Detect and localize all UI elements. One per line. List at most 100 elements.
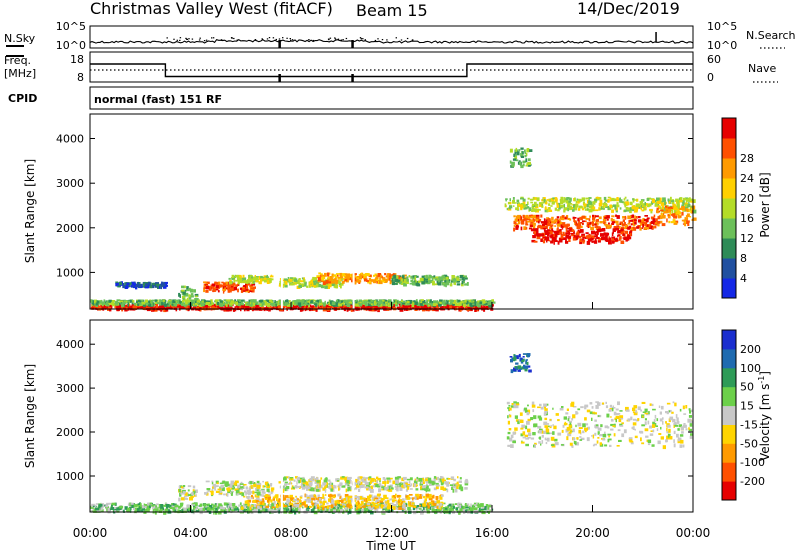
heatmap-cell xyxy=(551,233,556,237)
heatmap-cell xyxy=(628,219,631,224)
heatmap-cell xyxy=(530,201,534,204)
heatmap-cell xyxy=(347,511,349,515)
heatmap-cell xyxy=(623,198,626,201)
heatmap-cell xyxy=(522,218,524,222)
heatmap-cell xyxy=(372,305,375,309)
heatmap-cell xyxy=(378,505,382,509)
colorbar-swatch xyxy=(722,158,736,179)
heatmap-cell xyxy=(401,301,405,304)
noise-search-point xyxy=(254,39,257,41)
heatmap-cell xyxy=(315,505,317,509)
heatmap-cell xyxy=(566,215,569,218)
heatmap-cell xyxy=(279,280,281,285)
heatmap-cell xyxy=(190,509,194,512)
heatmap-cell xyxy=(234,306,237,309)
colorbar-swatch xyxy=(722,198,736,219)
heatmap-cell xyxy=(115,282,119,287)
heatmap-cell xyxy=(535,218,539,221)
heatmap-cell xyxy=(428,280,432,284)
heatmap-cell xyxy=(391,509,394,512)
heatmap-cell xyxy=(598,226,601,230)
noise-search-point xyxy=(334,38,337,40)
heatmap-cell xyxy=(194,502,198,507)
heatmap-cell xyxy=(391,281,395,286)
heatmap-cell xyxy=(196,506,198,510)
heatmap-cell xyxy=(213,510,215,515)
heatmap-cell xyxy=(408,507,411,510)
heatmap-cell xyxy=(234,275,238,278)
noise-search-point xyxy=(289,38,291,40)
heatmap-cell xyxy=(559,221,562,224)
heatmap-cell xyxy=(368,509,370,513)
heatmap-cell xyxy=(329,496,332,499)
heatmap-cell xyxy=(95,503,99,505)
heatmap-cell xyxy=(335,299,338,303)
heatmap-cell xyxy=(298,504,302,508)
heatmap-cell xyxy=(308,303,310,308)
heatmap-cell xyxy=(401,509,406,512)
beam-label: Beam 15 xyxy=(356,1,428,20)
heatmap-cell xyxy=(118,282,123,286)
heatmap-cell xyxy=(315,497,318,500)
heatmap-cell xyxy=(648,224,652,228)
heatmap-cell xyxy=(631,214,635,218)
heatmap-cell xyxy=(324,272,327,277)
heatmap-cell xyxy=(599,199,603,204)
heatmap-cell xyxy=(389,498,393,501)
heatmap-cell xyxy=(549,231,553,235)
heatmap-cell xyxy=(416,302,421,307)
heatmap-cell xyxy=(231,508,235,511)
heatmap-cell xyxy=(297,302,302,306)
heatmap-cell xyxy=(134,306,138,310)
heatmap-cell xyxy=(297,498,299,502)
heatmap-cell xyxy=(124,306,128,310)
heatmap-cell xyxy=(208,505,213,509)
heatmap-cell xyxy=(588,224,591,228)
heatmap-cell xyxy=(300,303,305,306)
heatmap-cell xyxy=(483,307,487,310)
heatmap-cell xyxy=(295,495,297,498)
heatmap-cell xyxy=(575,236,578,241)
heatmap-cell xyxy=(363,277,367,280)
heatmap-cell xyxy=(559,218,561,222)
heatmap-cell xyxy=(563,209,566,213)
heatmap-cell xyxy=(425,280,428,283)
heatmap-cell xyxy=(292,277,297,281)
heatmap-cell xyxy=(534,201,537,206)
heatmap-cell xyxy=(387,307,392,309)
heatmap-cell xyxy=(364,303,368,307)
heatmap-cell xyxy=(384,273,387,276)
heatmap-cell xyxy=(512,202,517,204)
heatmap-cell xyxy=(457,299,461,302)
heatmap-cell xyxy=(151,303,153,307)
heatmap-cell xyxy=(686,213,690,218)
heatmap-cell xyxy=(568,204,571,207)
heatmap-cell xyxy=(355,301,358,304)
heatmap-cell xyxy=(308,308,312,312)
heatmap-cell xyxy=(153,307,158,312)
heatmap-cell xyxy=(632,199,635,203)
heatmap-cell xyxy=(436,508,440,512)
heatmap-cell xyxy=(479,301,482,305)
heatmap-cell xyxy=(111,300,116,302)
heatmap-cell xyxy=(675,198,679,202)
heatmap-cell xyxy=(459,300,463,304)
heatmap-cell xyxy=(146,300,150,305)
heatmap-cell xyxy=(321,285,325,289)
noise-trace xyxy=(89,32,694,48)
heatmap-cell xyxy=(446,279,449,283)
heatmap-cell xyxy=(138,284,142,288)
heatmap-cell xyxy=(334,284,338,289)
heatmap-cell xyxy=(395,500,398,503)
heatmap-cell xyxy=(528,216,530,219)
heatmap-cell xyxy=(278,304,282,308)
heatmap-cell xyxy=(442,300,445,304)
heatmap-cell xyxy=(535,208,539,213)
heatmap-cell xyxy=(220,504,223,507)
heatmap-cell xyxy=(241,288,246,291)
heatmap-cell xyxy=(473,302,478,307)
heatmap-cell xyxy=(577,208,581,211)
heatmap-cell xyxy=(374,504,378,507)
heatmap-cell xyxy=(612,240,615,244)
heatmap-cell xyxy=(332,306,336,309)
